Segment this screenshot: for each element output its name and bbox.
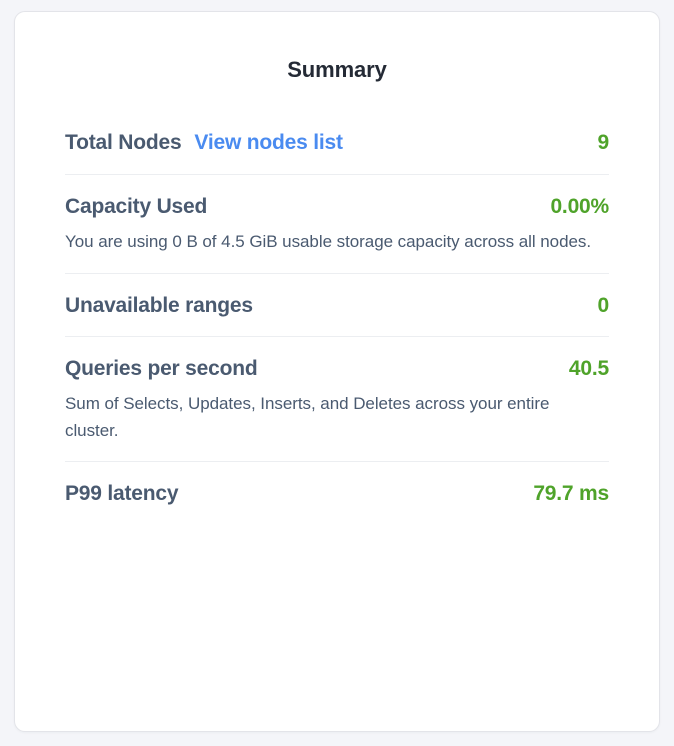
stat-description-capacity-used: You are using 0 B of 4.5 GiB usable stor… — [65, 232, 592, 252]
stat-row-unavailable-ranges: Unavailable ranges 0 — [65, 272, 609, 336]
stat-value-p99-latency: 79.7 ms — [533, 481, 609, 505]
stat-label-group: Capacity Used — [65, 195, 207, 219]
stat-row-queries-per-second: Queries per second 40.5 Sum of Selects, … — [65, 335, 609, 461]
stat-value-queries-per-second: 40.5 — [568, 356, 609, 380]
summary-stats-list: Total Nodes View nodes list 9 Capacity U… — [15, 131, 659, 506]
view-nodes-list-link[interactable]: View nodes list — [194, 131, 343, 155]
stat-label-group: Queries per second — [65, 356, 258, 381]
page-title: Summary — [287, 57, 387, 82]
stat-value-capacity-used: 0.00% — [550, 195, 609, 219]
stat-head: Queries per second 40.5 — [65, 357, 609, 381]
stat-label-p99-latency: P99 latency — [65, 481, 179, 505]
stat-value-unavailable-ranges: 0 — [597, 293, 610, 317]
stat-head: Capacity Used 0.00% — [65, 195, 609, 219]
stat-label-group: P99 latency — [65, 481, 179, 506]
stat-label-unavailable-ranges: Unavailable ranges — [65, 293, 253, 317]
stat-head: P99 latency 79.7 ms — [65, 482, 609, 506]
summary-card: Summary Total Nodes View nodes list 9 Ca… — [14, 11, 660, 732]
stat-label-total-nodes: Total Nodes — [65, 131, 182, 155]
stat-row-p99-latency: P99 latency 79.7 ms — [65, 460, 609, 506]
stat-label-capacity-used: Capacity Used — [65, 195, 208, 219]
stat-value-total-nodes: 9 — [597, 131, 610, 155]
stat-row-capacity-used: Capacity Used 0.00% You are using 0 B of… — [65, 174, 609, 273]
stat-label-group: Total Nodes View nodes list — [65, 131, 343, 155]
stat-row-total-nodes: Total Nodes View nodes list 9 — [65, 131, 609, 174]
stat-head: Unavailable ranges 0 — [65, 294, 609, 318]
stat-label-group: Unavailable ranges — [65, 294, 253, 318]
stat-label-queries-per-second: Queries per second — [65, 356, 258, 380]
stat-description-queries-per-second: Sum of Selects, Updates, Inserts, and De… — [65, 393, 550, 441]
stat-head: Total Nodes View nodes list 9 — [65, 131, 609, 155]
